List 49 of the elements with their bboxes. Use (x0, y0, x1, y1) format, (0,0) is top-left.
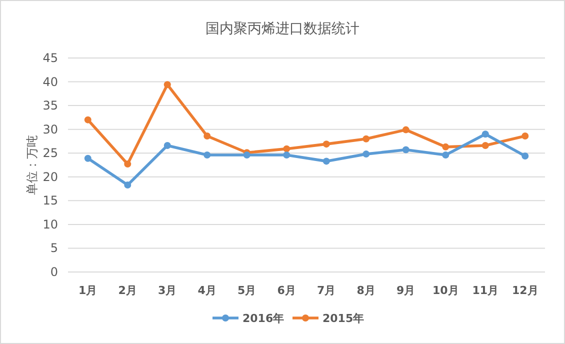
point (164, 81, 171, 88)
point (402, 126, 410, 134)
point (442, 152, 450, 159)
y-tick-label: 15 (42, 194, 58, 208)
x-tick-label: 3月 (158, 284, 177, 297)
point (204, 132, 211, 140)
x-tick-label: 8月 (356, 284, 376, 297)
y-tick-label: 0 (50, 265, 58, 279)
y-tick-label: 20 (42, 170, 58, 184)
chart-title: 国内聚丙烯进口数据统计 (206, 21, 360, 37)
point (322, 158, 330, 165)
y-tick-label: 45 (42, 51, 58, 65)
x-tick-label: 11月 (472, 284, 499, 297)
x-tick-label: 2月 (118, 284, 137, 297)
point (482, 130, 489, 138)
y-tick-label: 10 (42, 217, 58, 232)
point (124, 160, 132, 168)
legend-label: 2016年 (242, 312, 284, 325)
point (402, 146, 410, 154)
point (84, 154, 92, 162)
y-axis-title: 单位：万吨 (25, 135, 39, 195)
x-tick-label: 1月 (78, 284, 98, 297)
x-tick-label: 6月 (277, 284, 296, 297)
y-tick-label: 5 (50, 241, 58, 256)
point (164, 142, 171, 149)
point (442, 143, 450, 150)
point (124, 181, 132, 188)
point (322, 140, 330, 148)
x-tick-label: 7月 (317, 284, 336, 297)
point (522, 132, 529, 140)
point (482, 142, 489, 149)
y-tick-label: 30 (42, 122, 58, 136)
legend-label: 2015年 (322, 312, 364, 325)
point (283, 152, 290, 159)
point (362, 150, 370, 158)
point (283, 145, 290, 152)
x-tick-label: 12月 (512, 284, 538, 297)
point (522, 152, 529, 160)
x-tick-label: 9月 (396, 284, 416, 297)
x-tick-label: 10月 (432, 284, 459, 297)
point (243, 152, 250, 159)
point (362, 135, 370, 142)
point (204, 152, 211, 159)
point (84, 116, 92, 124)
y-tick-label: 35 (42, 98, 58, 113)
y-tick-label: 40 (42, 74, 58, 89)
x-tick-label: 5月 (238, 284, 256, 297)
y-tick-label: 25 (42, 146, 58, 160)
x-tick-label: 4月 (198, 284, 216, 297)
